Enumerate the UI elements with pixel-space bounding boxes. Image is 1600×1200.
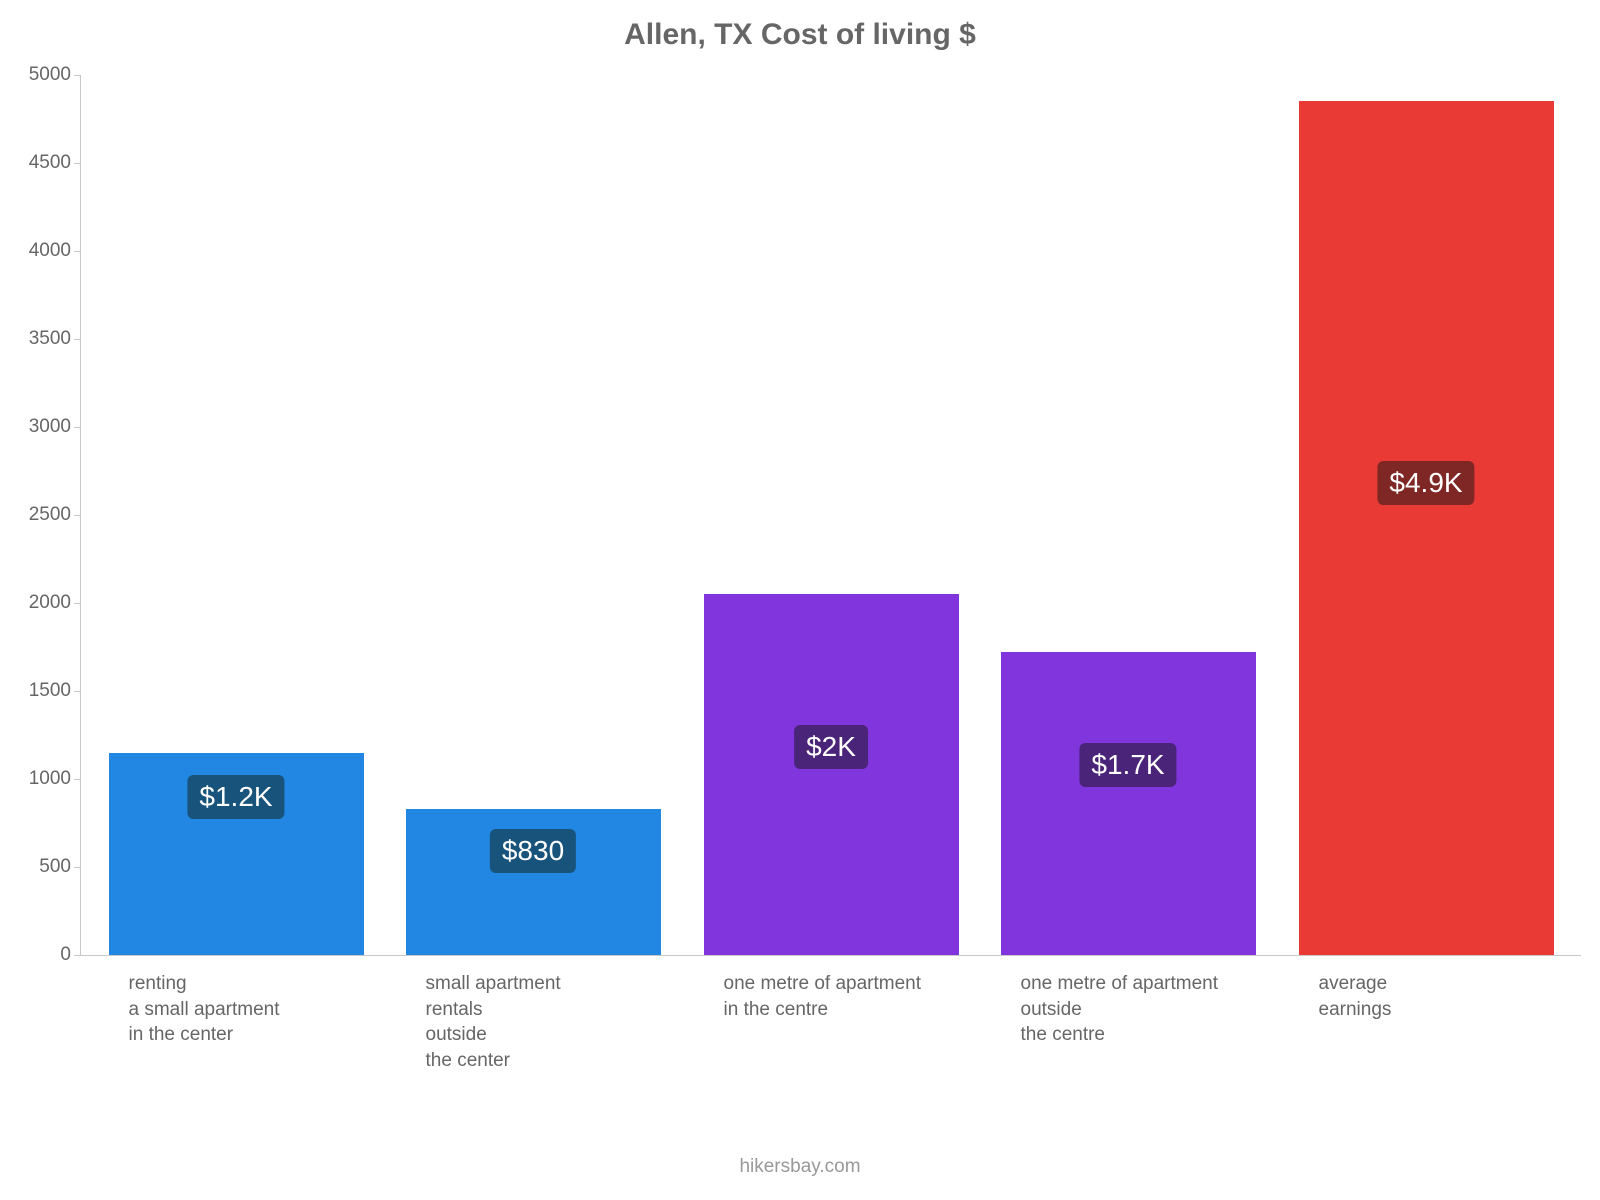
- x-category-label: average earnings: [1319, 971, 1392, 1022]
- bar-value-label: $1.2K: [187, 775, 284, 819]
- plot-area: 0500100015002000250030003500400045005000…: [80, 75, 1581, 956]
- y-tick-mark: [74, 75, 81, 76]
- y-tick-mark: [74, 427, 81, 428]
- y-tick-mark: [74, 251, 81, 252]
- cost-of-living-chart: Allen, TX Cost of living $ 0500100015002…: [0, 0, 1600, 1200]
- y-tick-mark: [74, 955, 81, 956]
- y-tick-mark: [74, 867, 81, 868]
- bar: [1299, 101, 1554, 955]
- chart-title: Allen, TX Cost of living $: [0, 18, 1600, 52]
- x-category-label: one metre of apartment in the centre: [724, 971, 922, 1022]
- bar-value-label: $1.7K: [1079, 743, 1176, 787]
- bar: [704, 594, 959, 955]
- watermark: hikersbay.com: [0, 1156, 1600, 1178]
- bar-value-label: $830: [490, 829, 576, 873]
- bar: [1001, 652, 1256, 955]
- y-tick-mark: [74, 691, 81, 692]
- bar-value-label: $2K: [794, 725, 868, 769]
- y-tick-mark: [74, 163, 81, 164]
- x-category-label: small apartment rentals outside the cent…: [426, 971, 561, 1074]
- y-tick-mark: [74, 515, 81, 516]
- y-tick-mark: [74, 779, 81, 780]
- x-category-label: renting a small apartment in the center: [129, 971, 280, 1048]
- x-category-label: one metre of apartment outside the centr…: [1021, 971, 1219, 1048]
- y-tick-mark: [74, 603, 81, 604]
- y-tick-mark: [74, 339, 81, 340]
- bar-value-label: $4.9K: [1377, 461, 1474, 505]
